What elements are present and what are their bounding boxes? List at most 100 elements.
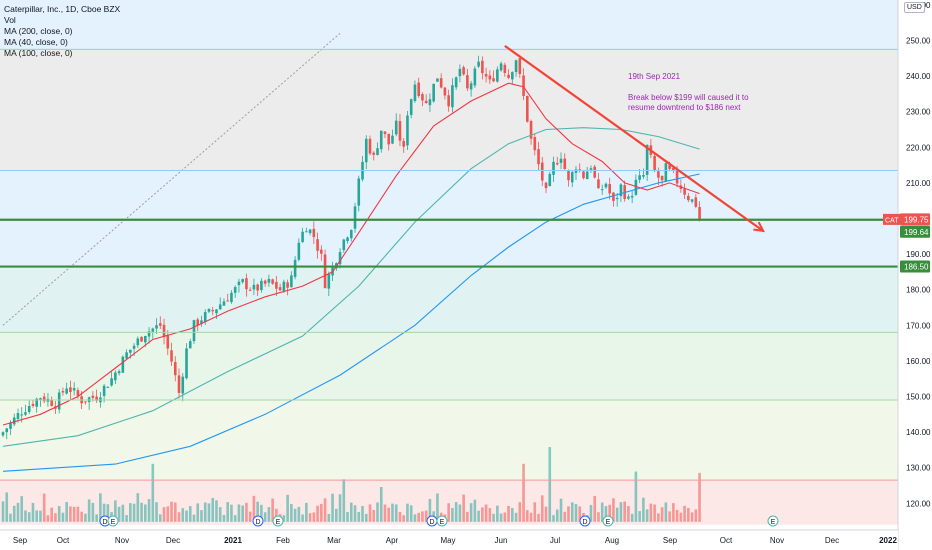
candle [260,280,263,291]
volume-bar [173,502,177,522]
candle [188,341,192,349]
volume-bar [260,504,263,522]
candle [514,60,518,73]
volume-bar [293,508,297,522]
volume-bar [338,494,342,522]
candle [597,179,600,189]
volume-bar [305,502,308,522]
legend-ma-40: MA (40, close, 0) [4,37,68,47]
volume-bar [368,504,372,522]
volume-bar [698,472,701,522]
candle [653,155,656,171]
volume-bar [170,501,173,522]
candle [230,292,233,303]
earnings-marker[interactable]: E [107,515,119,527]
candle [443,87,447,96]
volume-bar [297,506,301,522]
candle [469,83,473,90]
volume-bar [529,512,533,522]
volume-bar [638,511,641,522]
annotation-date: 19th Sep 2021 [628,72,681,81]
volume-bar [218,507,222,522]
marker-letter: E [771,519,776,526]
trend-arrow-line [504,44,764,232]
volume-bar [316,505,319,522]
candle [552,161,555,175]
earnings-marker[interactable]: E [436,515,448,527]
earnings-marker[interactable]: E [767,515,779,527]
volume-bar [672,503,675,522]
time-tick-label: Jul [550,536,560,545]
dividend-marker[interactable]: D [252,515,264,527]
volume-bar [615,507,619,522]
volume-bar [155,502,158,522]
candle [5,428,9,433]
volume-bar [589,504,593,522]
candle [477,61,480,67]
time-tick-label: May [440,536,455,545]
volume-bar [664,502,668,522]
dividend-marker[interactable]: D [579,515,591,527]
volume-bar [245,502,248,522]
candle [248,289,252,291]
volume-bar [559,498,563,522]
legend-ma-100: MA (100, close, 0) [4,48,73,58]
candle [630,195,634,198]
marker-letter: E [440,519,445,526]
candle [600,189,604,191]
volume-bar [132,503,136,522]
earnings-marker[interactable]: E [602,515,614,527]
volume-bar [42,493,46,522]
volume-bar [357,512,361,522]
time-tick-label: Oct [720,536,733,545]
price-tick-label: 210.00 [906,179,931,188]
candle [428,99,432,106]
volume-bar [263,512,267,522]
candle [574,169,578,173]
volume-bar [342,479,346,522]
volume-bar [267,507,271,522]
candle [222,301,226,306]
volume-bar [409,505,413,522]
time-tick-label: Feb [276,536,290,545]
legend-ma-200: MA (200, close, 0) [4,26,73,36]
candle [578,169,582,171]
volume-bar [642,497,645,522]
dividend-marker[interactable]: D [426,515,438,527]
candle [657,171,660,178]
candle [421,94,424,101]
volume-bar [451,508,454,522]
candle [24,412,27,415]
price-band [0,332,898,401]
volume-bar [488,508,492,522]
candle [608,184,611,194]
volume-bar [391,503,394,522]
candle [634,179,638,195]
ticker-tag-label: CAT [885,217,899,224]
marker-circle [602,515,614,527]
price-tick-label: 250.00 [906,37,931,46]
candle [364,138,368,163]
volume-bar [24,510,27,522]
price-band [0,0,898,50]
time-tick-label: Mar [327,536,341,545]
candle [353,206,357,229]
candle [1,432,5,436]
candle [379,130,383,150]
candle [327,273,331,289]
time-axis: Sep Oct Nov Dec 2021 Feb Mar Apr May Jun Jul Aug Sep… [0,529,898,550]
price-tick-label: 150.00 [906,393,931,402]
candle [398,121,402,141]
price-tag [900,225,930,238]
time-axis-bg [0,530,898,550]
time-tick-label: Aug [605,536,619,545]
time-tick-label: Sep [13,536,28,545]
currency-badge[interactable]: USD [904,2,925,13]
volume-bar [555,509,559,522]
earnings-marker[interactable]: E [272,515,284,527]
volume-bar [76,506,80,522]
volume-bar [447,503,450,522]
volume-bar [402,515,406,522]
volume-bar [518,502,522,522]
